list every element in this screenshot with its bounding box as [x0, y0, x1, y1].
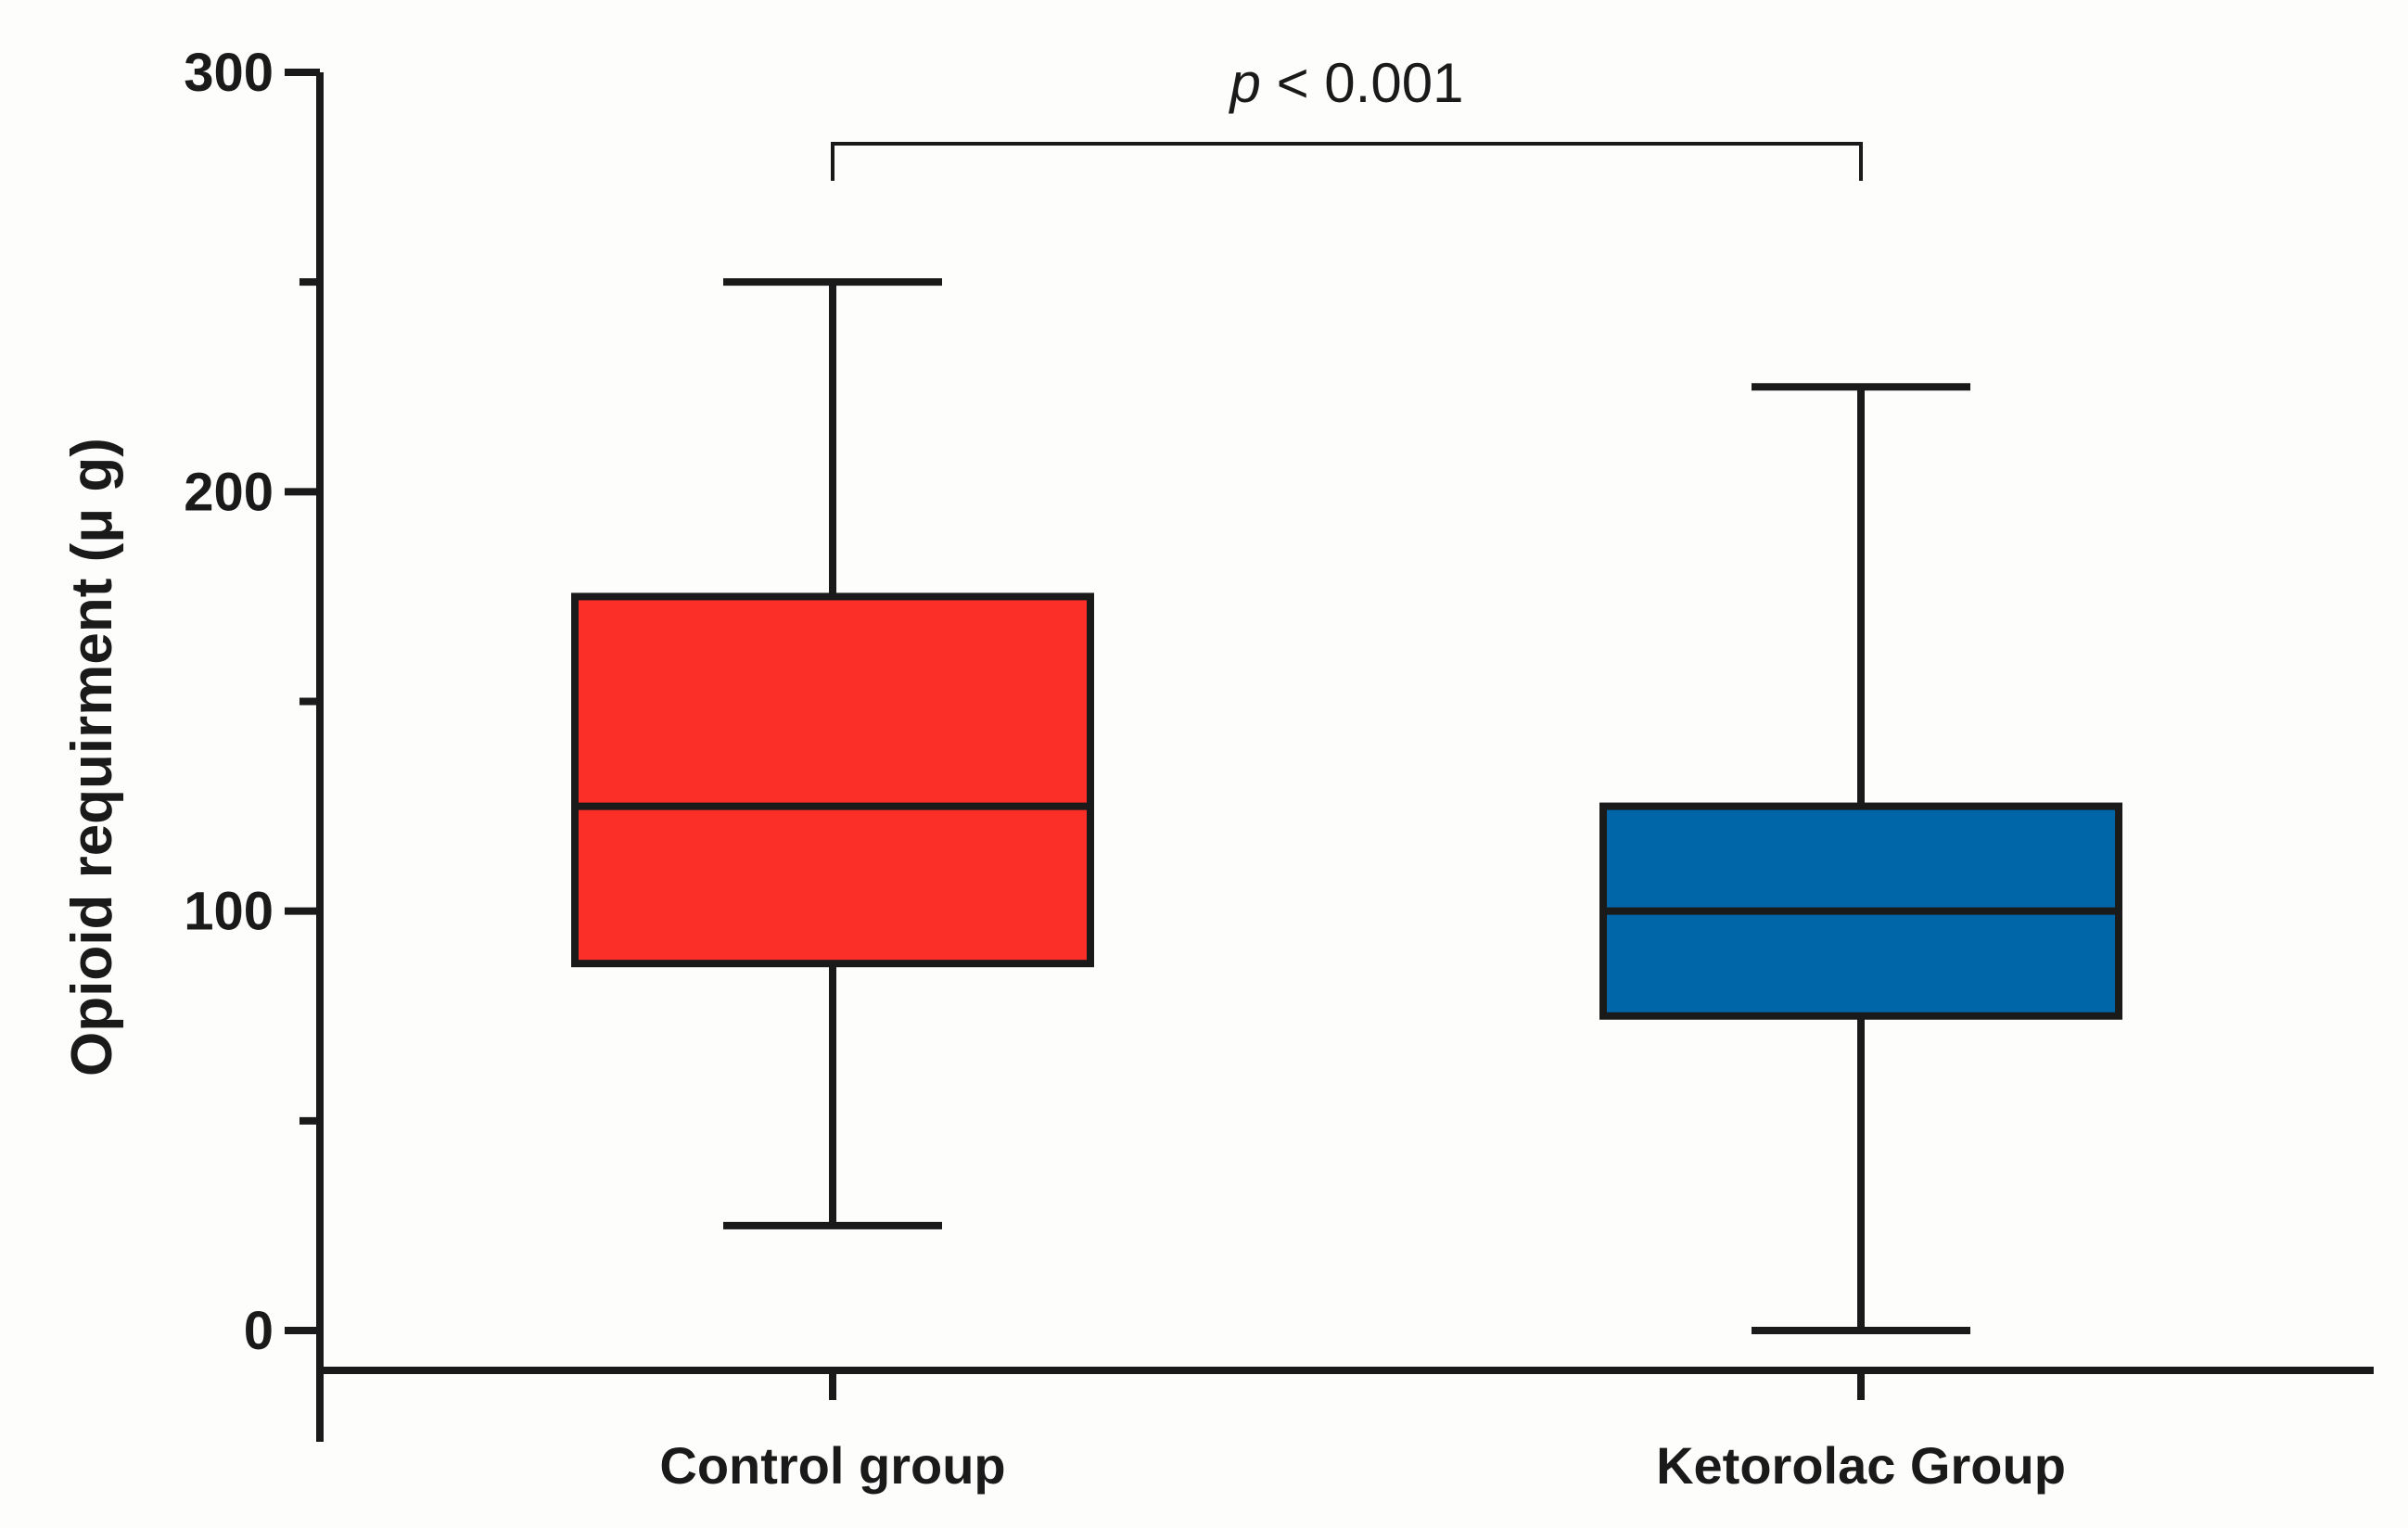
y-tick-label: 0 — [244, 1301, 274, 1361]
y-tick-label: 300 — [184, 43, 274, 103]
x-tick-label: Ketorolac Group — [1656, 1436, 2066, 1495]
y-tick-label: 100 — [184, 882, 274, 942]
iqr-box — [571, 592, 1094, 968]
y-tick-label: 200 — [184, 462, 274, 522]
box-ketorolac — [1599, 383, 2122, 1334]
significance-annotation: p < 0.001 — [831, 52, 1863, 181]
p-value-label: p < 0.001 — [1229, 52, 1464, 114]
boxes-group — [571, 278, 2122, 1334]
x-tick-label: Control group — [659, 1436, 1005, 1495]
box-control — [571, 278, 1094, 1229]
p-value-text: < 0.001 — [1261, 52, 1464, 114]
axes-group: 0 100 200 300 Control group Ketorolac Group — [184, 43, 2374, 1495]
y-axis-title: Opioid requirment (μ g) — [60, 438, 124, 1076]
significance-bracket — [831, 142, 1863, 181]
p-symbol: p — [1229, 52, 1261, 114]
